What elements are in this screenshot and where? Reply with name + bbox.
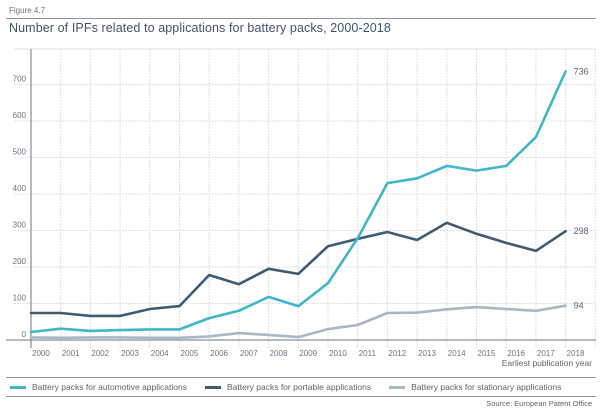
legend-swatch-automotive — [10, 385, 26, 389]
x-tick-label: 2001 — [62, 349, 80, 358]
y-tick-label: 700 — [13, 75, 27, 84]
end-label: 298 — [574, 226, 589, 236]
x-tick-label: 2004 — [151, 349, 169, 358]
figure-label: Figure 4.7 — [9, 6, 46, 15]
series-line-automotive — [29, 70, 567, 334]
legend-label-stationary: Battery packs for stationary application… — [411, 382, 562, 392]
series-line-portable — [29, 221, 567, 318]
axes — [6, 49, 596, 348]
chart-title: Number of IPFs related to applications f… — [9, 21, 391, 35]
series-line-stationary — [29, 304, 567, 340]
x-tick-label: 2000 — [32, 349, 50, 358]
x-tick-label: 2014 — [448, 349, 466, 358]
y-tick-label: 600 — [13, 111, 27, 120]
x-tick-label: 2006 — [210, 349, 228, 358]
legend: Battery packs for automotive application… — [6, 377, 596, 397]
x-tick-label: 2018 — [567, 349, 585, 358]
x-tick-label: 2008 — [270, 349, 288, 358]
grid — [14, 48, 596, 348]
y-tick-label: 100 — [13, 294, 27, 303]
x-tick-label: 2002 — [91, 349, 109, 358]
source-note: Source: European Patent Office — [486, 399, 592, 408]
legend-swatch-stationary — [389, 385, 406, 389]
y-tick-label: 0 — [22, 330, 27, 339]
x-tick-label: 2005 — [181, 349, 199, 358]
title-divider — [6, 18, 596, 19]
legend-label-automotive: Battery packs for automotive application… — [32, 382, 187, 392]
x-tick-label: 2012 — [388, 349, 406, 358]
x-tick-label: 2016 — [507, 349, 525, 358]
y-tick-label: 300 — [13, 221, 27, 230]
end-label: 736 — [574, 66, 589, 76]
x-tick-label: 2011 — [359, 349, 377, 358]
legend-item-automotive: Battery packs for automotive application… — [10, 382, 187, 392]
x-tick-label: 2015 — [478, 349, 496, 358]
x-tick-label: 2007 — [240, 349, 258, 358]
series-lines — [29, 70, 567, 340]
x-tick-label: 2009 — [299, 349, 317, 358]
x-tick-label: 2013 — [418, 349, 436, 358]
y-tick-label: 500 — [13, 148, 27, 157]
x-axis-title: Earliest publication year — [501, 358, 592, 368]
y-axis-ticks: 0 100 200 300 400 500 600 700 — [13, 75, 27, 340]
legend-swatch-portable — [204, 385, 221, 389]
legend-label-portable: Battery packs for portable applications — [226, 382, 372, 392]
x-tick-label: 2010 — [329, 349, 347, 358]
end-label: 94 — [574, 301, 584, 311]
end-labels: 94 298 736 — [574, 66, 589, 310]
legend-item-stationary: Battery packs for stationary application… — [389, 382, 561, 392]
y-tick-label: 200 — [13, 257, 27, 266]
legend-item-portable: Battery packs for portable applications — [204, 382, 372, 392]
y-tick-label: 400 — [13, 184, 27, 193]
x-axis-ticks: 2000 2001 2002 2003 2004 2005 2006 2007 2008 2009… — [32, 349, 585, 358]
x-tick-label: 2017 — [537, 349, 555, 358]
x-tick-label: 2003 — [121, 349, 139, 358]
